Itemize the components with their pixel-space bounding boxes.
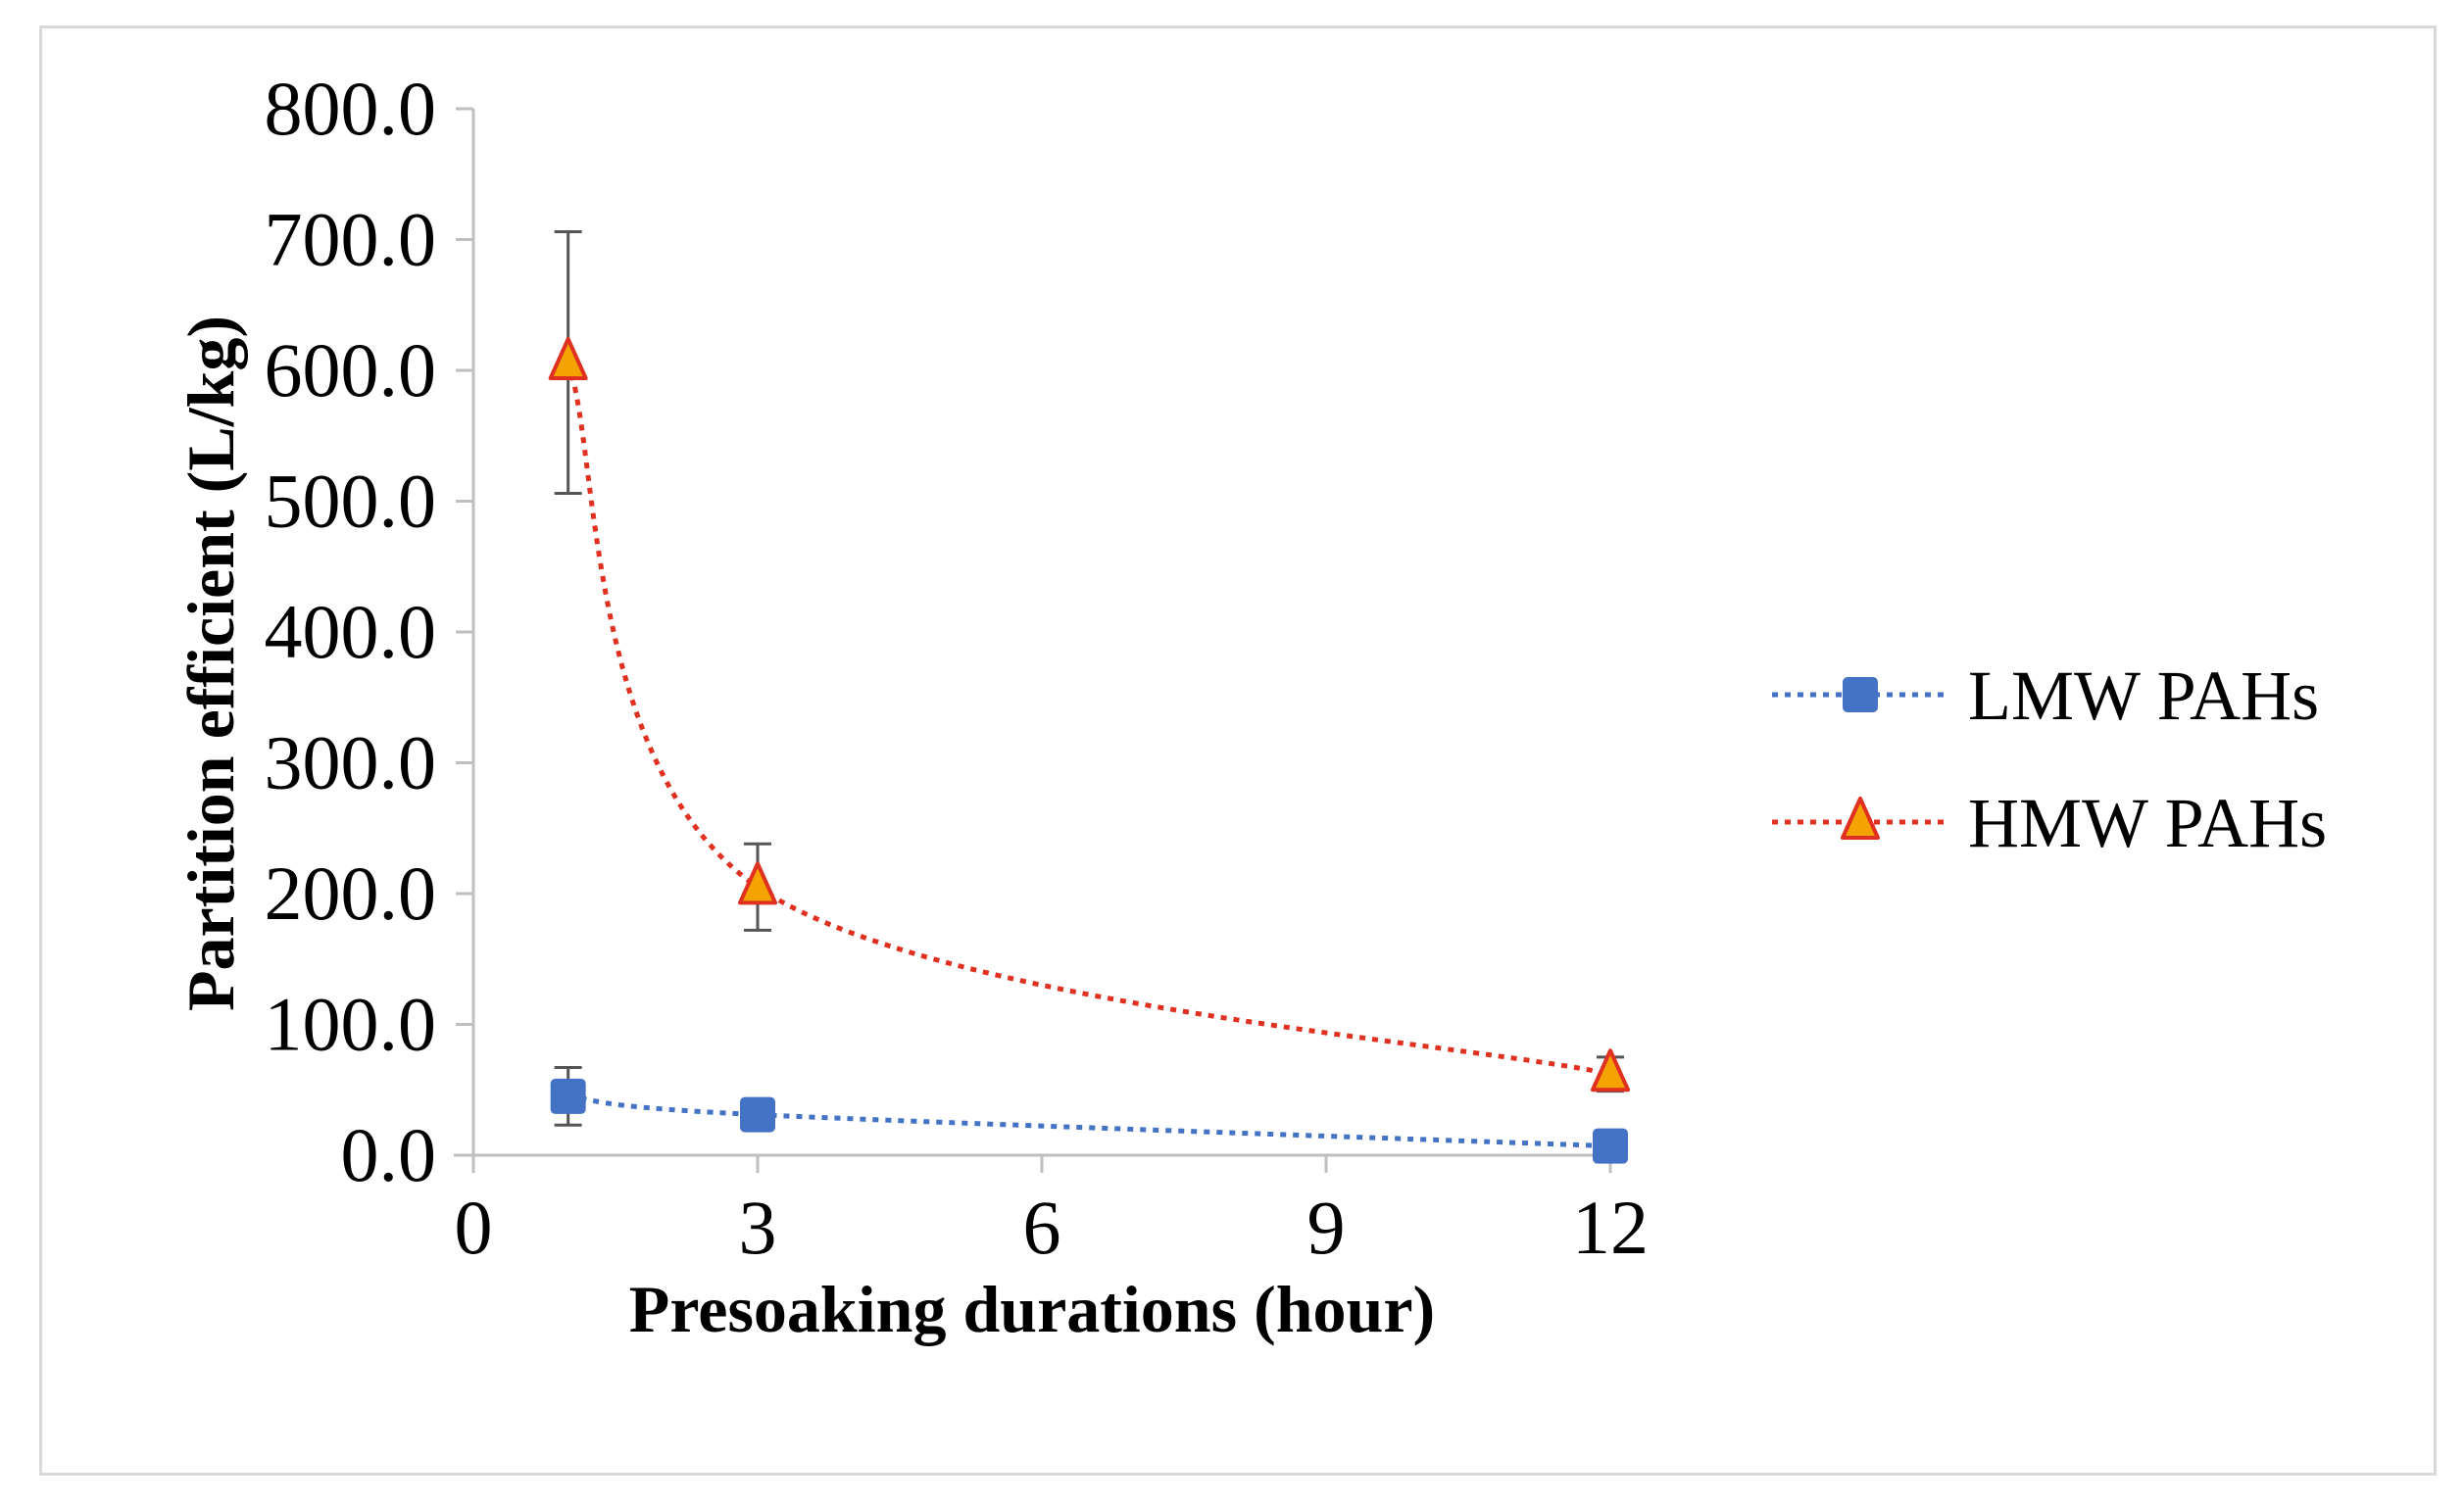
- y-tick-label: 200.0: [265, 850, 437, 936]
- x-tick-label: 3: [739, 1185, 777, 1270]
- legend-label-lmw: LMW PAHs: [1968, 656, 2319, 735]
- chart-frame: 0.0 100.0 200.0 300.0 400.0 500.0 600.0 700.0 80…: [39, 25, 2437, 1476]
- x-tick-label: 9: [1307, 1185, 1346, 1270]
- y-tick-label: 700.0: [265, 197, 437, 282]
- errorbar-layer: [554, 229, 1624, 1127]
- hmw-data-point: [1591, 1048, 1630, 1092]
- axes-layer: 0.0 100.0 200.0 300.0 400.0 500.0 600.0 700.0 80…: [265, 66, 1650, 1270]
- hmw-data-point: [738, 861, 777, 905]
- x-tick-label: 12: [1572, 1185, 1649, 1270]
- y-tick-label: 500.0: [265, 459, 437, 544]
- y-tick-label: 800.0: [265, 66, 437, 151]
- hmw-series-line: [566, 362, 1611, 1077]
- legend-marker-lmw: [1843, 677, 1878, 712]
- x-axis-title: Presoaking durations (hour): [629, 1272, 1435, 1346]
- lmw-data-point: [1593, 1128, 1628, 1164]
- y-axis-title: Partition efficient (L/kg): [173, 316, 248, 1011]
- chart-svg: 0.0 100.0 200.0 300.0 400.0 500.0 600.0 700.0 80…: [173, 66, 2327, 1346]
- hmw-data-point: [548, 336, 588, 380]
- lmw-data-point: [550, 1078, 586, 1114]
- y-tick-label: 100.0: [265, 982, 437, 1067]
- y-tick-label: 0.0: [341, 1112, 437, 1197]
- x-tick-label: 0: [455, 1185, 493, 1270]
- y-tick-label: 600.0: [265, 327, 437, 413]
- legend-marker-hmw: [1841, 797, 1880, 840]
- series-layer: [548, 336, 1630, 1164]
- legend-label-hmw: HMW PAHs: [1968, 784, 2327, 862]
- legend-layer: LMW PAHs HMW PAHs: [1772, 656, 2327, 862]
- x-tick-label: 6: [1023, 1185, 1061, 1270]
- lmw-series-line: [567, 1093, 1611, 1149]
- y-tick-label: 300.0: [265, 720, 437, 805]
- y-tick-label: 400.0: [265, 589, 437, 674]
- lmw-data-point: [740, 1096, 775, 1133]
